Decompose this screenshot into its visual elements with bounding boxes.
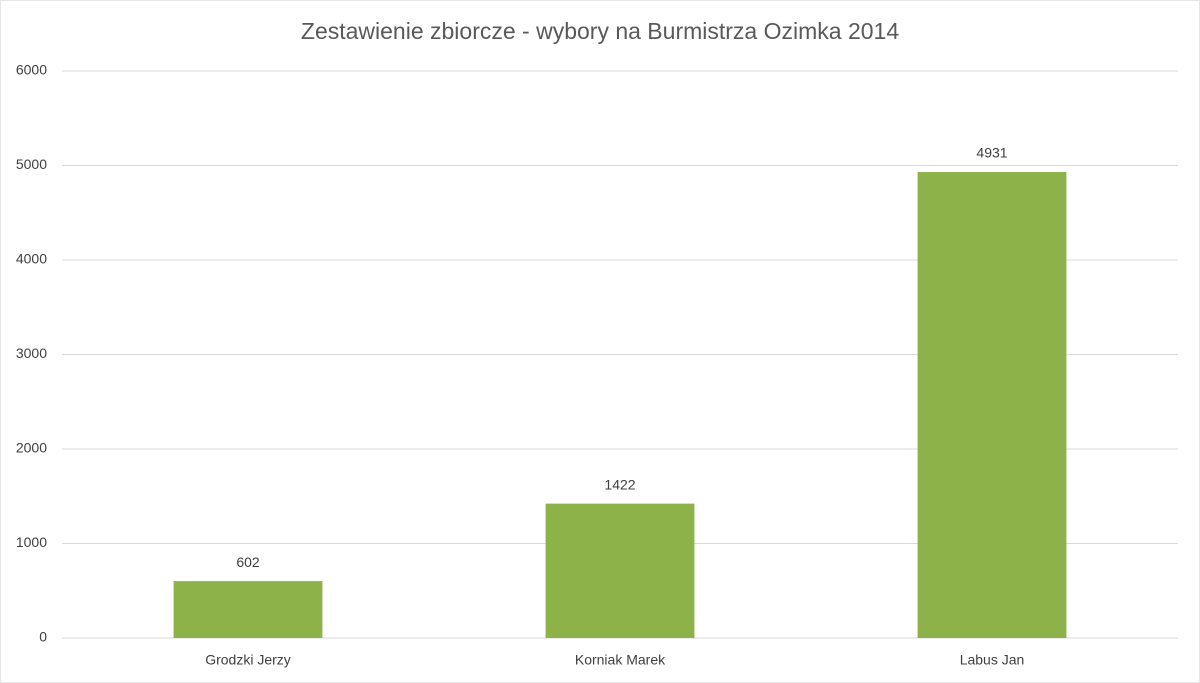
chart-title: Zestawienie zbiorcze - wybory na Burmist… bbox=[301, 18, 899, 44]
y-tick-label: 3000 bbox=[16, 345, 47, 361]
x-tick-label: Korniak Marek bbox=[575, 652, 666, 668]
data-label: 1422 bbox=[604, 476, 635, 492]
y-tick-label: 5000 bbox=[16, 156, 47, 172]
bar bbox=[545, 503, 695, 638]
bar bbox=[173, 581, 323, 638]
x-tick-label: Grodzki Jerzy bbox=[205, 652, 291, 668]
data-label: 602 bbox=[236, 554, 260, 570]
y-tick-label: 6000 bbox=[16, 62, 47, 78]
y-tick-label: 0 bbox=[39, 629, 47, 645]
y-tick-label: 2000 bbox=[16, 440, 47, 456]
y-tick-label: 4000 bbox=[16, 251, 47, 267]
y-tick-label: 1000 bbox=[16, 534, 47, 550]
bar bbox=[917, 172, 1067, 638]
data-label: 4931 bbox=[976, 145, 1007, 161]
x-tick-label: Labus Jan bbox=[960, 652, 1025, 668]
